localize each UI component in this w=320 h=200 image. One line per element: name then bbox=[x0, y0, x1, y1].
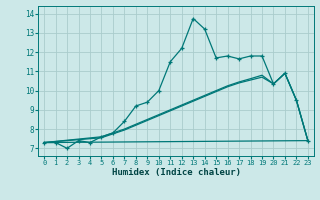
X-axis label: Humidex (Indice chaleur): Humidex (Indice chaleur) bbox=[111, 168, 241, 177]
